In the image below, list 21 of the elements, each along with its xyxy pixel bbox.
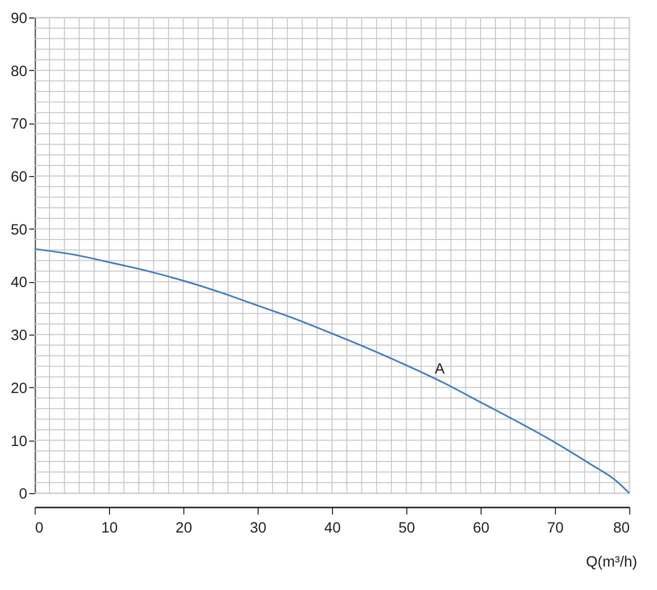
x-tick-label: 0 bbox=[35, 520, 44, 536]
y-tick-label: 90 bbox=[10, 10, 28, 27]
x-tick-label: 10 bbox=[101, 520, 118, 536]
x-tick-label: 20 bbox=[176, 520, 192, 536]
x-axis-title: Q(m³/h) bbox=[586, 554, 638, 570]
x-tick-label: 60 bbox=[472, 520, 490, 536]
y-tick-label: 50 bbox=[10, 222, 28, 238]
annotation: A bbox=[434, 362, 445, 378]
y-tick-label: 30 bbox=[10, 328, 28, 344]
y-tick-label: 10 bbox=[10, 434, 28, 450]
y-tick-label: 20 bbox=[10, 380, 28, 397]
y-tick-label: 0 bbox=[18, 486, 28, 503]
y-tick-label: 80 bbox=[10, 64, 28, 80]
y-tick-label: 40 bbox=[10, 275, 28, 292]
x-tick-label: 70 bbox=[547, 520, 564, 536]
x-tick-label: 80 bbox=[613, 520, 630, 536]
x-tick-label: 30 bbox=[250, 520, 266, 536]
y-tick-label: 60 bbox=[10, 170, 28, 186]
x-tick-label: 40 bbox=[324, 520, 341, 536]
y-tick-label: 70 bbox=[10, 116, 28, 133]
x-tick-label: 50 bbox=[398, 520, 416, 536]
